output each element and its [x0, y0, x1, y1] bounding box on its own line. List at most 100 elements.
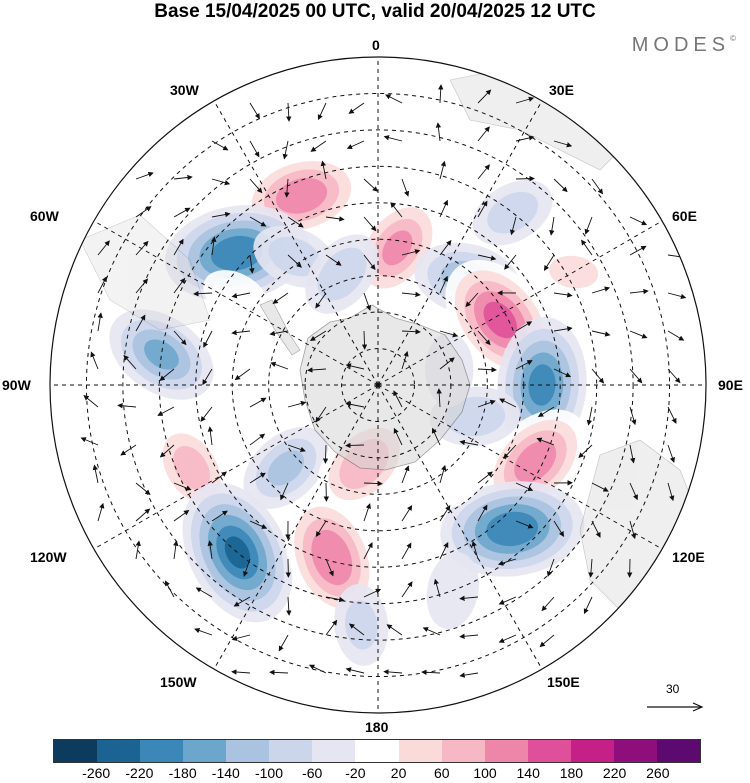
- wind-arrow: [211, 510, 228, 522]
- wind-arrow: [439, 505, 451, 522]
- wind-arrow: [401, 328, 421, 335]
- wind-arrow: [345, 442, 365, 449]
- wind-arrow: [667, 292, 687, 300]
- latitude-circle: [195, 202, 561, 568]
- wind-arrow: [325, 216, 345, 222]
- anomaly-center-26: [188, 385, 266, 438]
- anomaly-center-21: [472, 179, 553, 246]
- wind-arrow: [477, 89, 492, 104]
- wind-arrow: [231, 292, 251, 299]
- wind-arrow: [317, 102, 327, 121]
- wind-arrow: [553, 520, 565, 537]
- wind-arrow: [269, 330, 289, 337]
- wind-arrow: [249, 472, 266, 484]
- wind-arrow: [471, 540, 479, 560]
- wind-arrow: [543, 254, 555, 271]
- wind-arrow: [173, 330, 187, 346]
- wind-arrow: [310, 140, 327, 152]
- wind-arrow: [401, 581, 413, 598]
- wind-arrow: [549, 216, 555, 236]
- anomaly-center-14: [305, 234, 379, 314]
- wind-arrow: [325, 254, 342, 266]
- wind-arrow: [667, 368, 681, 384]
- wind-arrow: [120, 444, 137, 456]
- wind-arrow: [363, 588, 382, 598]
- wind-arrow: [249, 140, 260, 158]
- colorbar-tick-label: 220: [602, 765, 627, 781]
- wind-arrow: [203, 330, 213, 348]
- latitude-circle: [268, 275, 488, 495]
- lon-label-180: 180: [365, 719, 389, 735]
- colorbar-ticks: -260 -220 -180 -140 -100 -60 -20 20 60 100 140 180 2…: [0, 765, 750, 783]
- colorbar-tick-label: 260: [646, 765, 670, 781]
- wind-arrow: [193, 290, 213, 297]
- wind-arrow: [401, 505, 413, 522]
- wind-arrow: [207, 540, 213, 560]
- lon-label-90w: 90W: [2, 377, 31, 393]
- colorbar: [53, 739, 701, 763]
- wind-arrow: [315, 292, 327, 309]
- anomaly-center-27: [402, 459, 477, 509]
- wind-arrow: [459, 439, 479, 446]
- wind-arrow: [322, 444, 329, 464]
- wind-arrow: [135, 540, 141, 560]
- wind-arrow: [249, 520, 268, 529]
- wind-arrow: [363, 542, 373, 560]
- wind-arrow: [667, 482, 675, 502]
- wind-arrow: [92, 464, 99, 484]
- lon-label-60w: 60W: [30, 208, 59, 224]
- wind-arrow: [667, 406, 677, 424]
- wind-arrow: [477, 367, 497, 373]
- wind-arrow: [231, 329, 251, 336]
- wind-arrow: [498, 634, 517, 643]
- wind-arrow: [401, 350, 409, 370]
- wind-arrow: [269, 669, 289, 676]
- meridian-line: [213, 100, 379, 386]
- wind-arrow: [270, 361, 289, 370]
- wind-arrow: [280, 482, 289, 501]
- wind-arrow: [173, 509, 190, 522]
- wind-arrow: [515, 135, 535, 142]
- wind-arrow: [629, 444, 636, 464]
- wind-arrow: [211, 211, 231, 218]
- wind-arrow: [135, 171, 154, 180]
- wind-arrow: [363, 178, 378, 192]
- wind-arrow: [159, 368, 175, 381]
- colorbar-swatch-1: [97, 740, 141, 762]
- wind-arrow: [393, 390, 403, 408]
- colorbar-swatch-7: [355, 740, 399, 762]
- wind-arrow: [346, 140, 365, 150]
- wind-arrow: [325, 596, 345, 603]
- wind-arrow: [80, 437, 99, 446]
- wind-arrow: [439, 239, 452, 256]
- antarctica-landmass: [79, 69, 701, 611]
- wind-arrow: [438, 84, 444, 104]
- meridian-line: [213, 384, 379, 670]
- wind-arrow: [202, 368, 213, 386]
- wind-arrow: [249, 216, 267, 227]
- wind-arrow: [325, 619, 338, 636]
- wind-arrow: [243, 558, 251, 577]
- wind-arrow: [83, 395, 99, 408]
- wind-arrow: [363, 292, 372, 311]
- wind-arrow: [591, 368, 605, 384]
- colorbar-swatch-12: [570, 740, 614, 762]
- wind-arrow: [135, 482, 151, 495]
- reference-vector-arrow: [647, 702, 704, 712]
- wind-arrow: [97, 240, 110, 256]
- colorbar-tick-label: -140: [211, 765, 240, 781]
- wind-arrow: [345, 667, 365, 674]
- wind-arrow: [509, 216, 517, 236]
- wind-arrow: [135, 206, 152, 218]
- wind-arrow: [515, 482, 534, 492]
- wind-arrow: [363, 480, 383, 487]
- wind-arrow: [439, 357, 455, 370]
- map-boundary: [49, 56, 707, 714]
- wind-arrow: [477, 126, 490, 142]
- colorbar-swatch-6: [312, 740, 356, 762]
- wind-arrow: [164, 580, 175, 598]
- wind-arrow: [629, 288, 649, 295]
- wind-arrow: [211, 471, 228, 484]
- wind-arrow: [173, 238, 184, 256]
- wind-arrow: [436, 388, 442, 408]
